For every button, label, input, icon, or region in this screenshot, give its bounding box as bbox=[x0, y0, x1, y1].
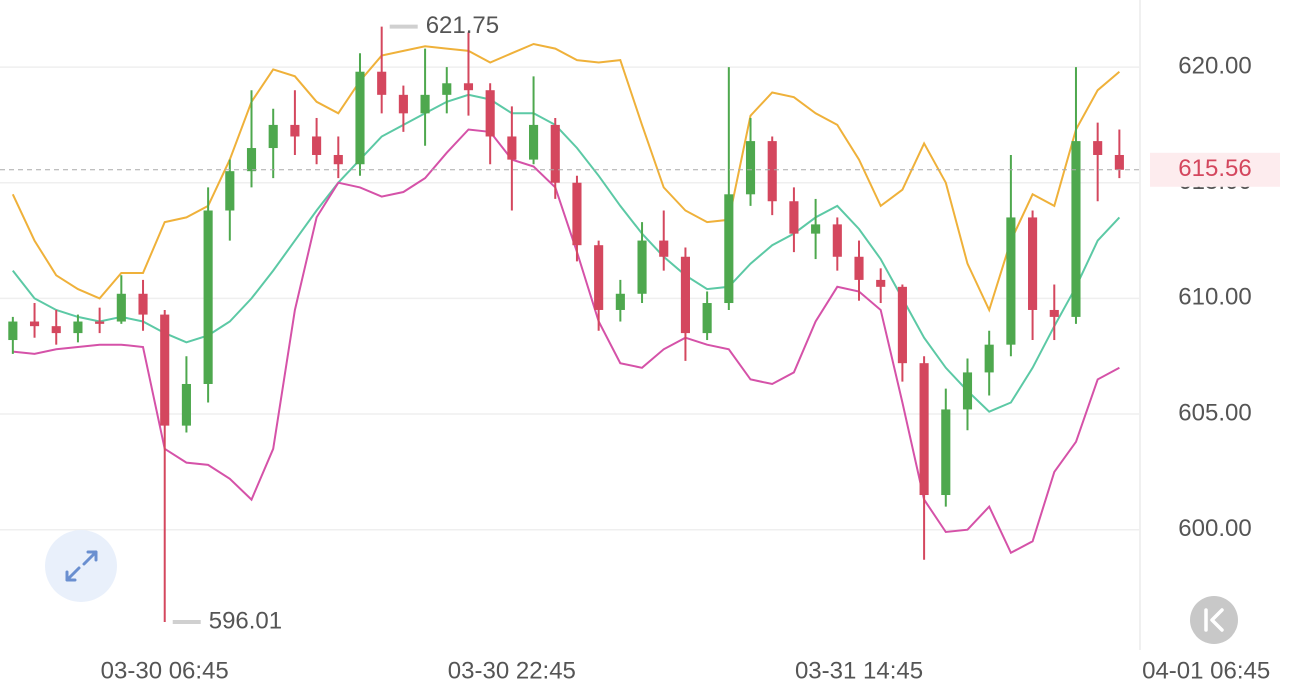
back-to-latest-button[interactable] bbox=[1190, 596, 1238, 644]
candle-body bbox=[51, 326, 61, 334]
candle-body bbox=[1114, 154, 1124, 170]
candle-body bbox=[594, 245, 604, 310]
candle-body bbox=[1093, 141, 1103, 155]
candle-body bbox=[268, 124, 278, 149]
candle-body bbox=[442, 83, 452, 95]
y-tick-label: 600.00 bbox=[1178, 515, 1251, 542]
candle-body bbox=[637, 240, 647, 294]
expand-button[interactable] bbox=[45, 530, 117, 602]
candle-body bbox=[1049, 309, 1059, 317]
y-tick-label: 610.00 bbox=[1178, 284, 1251, 311]
last-price-box bbox=[1150, 152, 1280, 187]
candle-body bbox=[962, 372, 973, 410]
band-line bbox=[12, 128, 1120, 555]
candle-body bbox=[550, 124, 560, 183]
candle-body bbox=[485, 90, 495, 137]
x-tick-label: 04-01 06:45 bbox=[1142, 657, 1270, 684]
candle-body bbox=[463, 83, 474, 91]
candle-body bbox=[789, 201, 799, 234]
x-tick-label: 03-30 22:45 bbox=[448, 657, 576, 684]
candle-body bbox=[767, 141, 777, 202]
back-icon bbox=[1204, 608, 1224, 632]
candle-body bbox=[507, 136, 517, 160]
candle-body bbox=[832, 224, 842, 257]
candle-body bbox=[659, 240, 669, 257]
candle-body bbox=[811, 224, 821, 234]
candle-body bbox=[876, 279, 886, 287]
candle-body bbox=[160, 314, 170, 426]
x-tick-label: 03-30 06:45 bbox=[101, 657, 229, 684]
y-tick-label: 620.00 bbox=[1178, 52, 1251, 79]
extreme-label: 596.01 bbox=[209, 607, 282, 634]
expand-icon bbox=[65, 550, 98, 582]
candle-body bbox=[8, 321, 18, 341]
candle-body bbox=[529, 124, 539, 160]
candle-body bbox=[203, 210, 213, 384]
extreme-label: 621.75 bbox=[426, 12, 499, 39]
candle-body bbox=[702, 303, 712, 334]
candle-body bbox=[377, 71, 387, 95]
candle-body bbox=[680, 256, 690, 334]
candle-body bbox=[919, 363, 929, 496]
candle-body bbox=[1028, 217, 1038, 310]
candle-body bbox=[745, 141, 756, 195]
candle-body bbox=[138, 293, 148, 315]
candle-body bbox=[984, 344, 994, 373]
candle-body bbox=[246, 148, 257, 172]
candle-body bbox=[572, 182, 582, 246]
candle-body bbox=[95, 321, 105, 324]
candle-body bbox=[290, 124, 300, 137]
candle-body bbox=[355, 71, 365, 165]
candle-body bbox=[897, 286, 907, 364]
candle-body bbox=[29, 321, 40, 327]
candle-body bbox=[225, 171, 235, 211]
band-line bbox=[12, 93, 1121, 413]
candle-body bbox=[312, 136, 322, 155]
candle-body bbox=[181, 383, 191, 426]
y-tick-label: 605.00 bbox=[1178, 399, 1251, 426]
candle-body bbox=[1071, 141, 1081, 317]
candle-body bbox=[73, 321, 83, 334]
x-tick-label: 03-31 14:45 bbox=[795, 657, 923, 684]
candle-body bbox=[420, 94, 430, 114]
candle-body bbox=[333, 154, 343, 165]
candle-body bbox=[398, 94, 408, 114]
band-line bbox=[11, 42, 1121, 313]
expand-button-bg bbox=[45, 530, 117, 602]
candle-body bbox=[1006, 217, 1016, 345]
candle-body bbox=[854, 256, 864, 280]
candle-body bbox=[116, 293, 126, 322]
candle-body bbox=[724, 194, 734, 304]
candle-body bbox=[615, 293, 625, 310]
last-price-label: 615.56 bbox=[1178, 155, 1251, 182]
candle-body bbox=[941, 409, 951, 496]
